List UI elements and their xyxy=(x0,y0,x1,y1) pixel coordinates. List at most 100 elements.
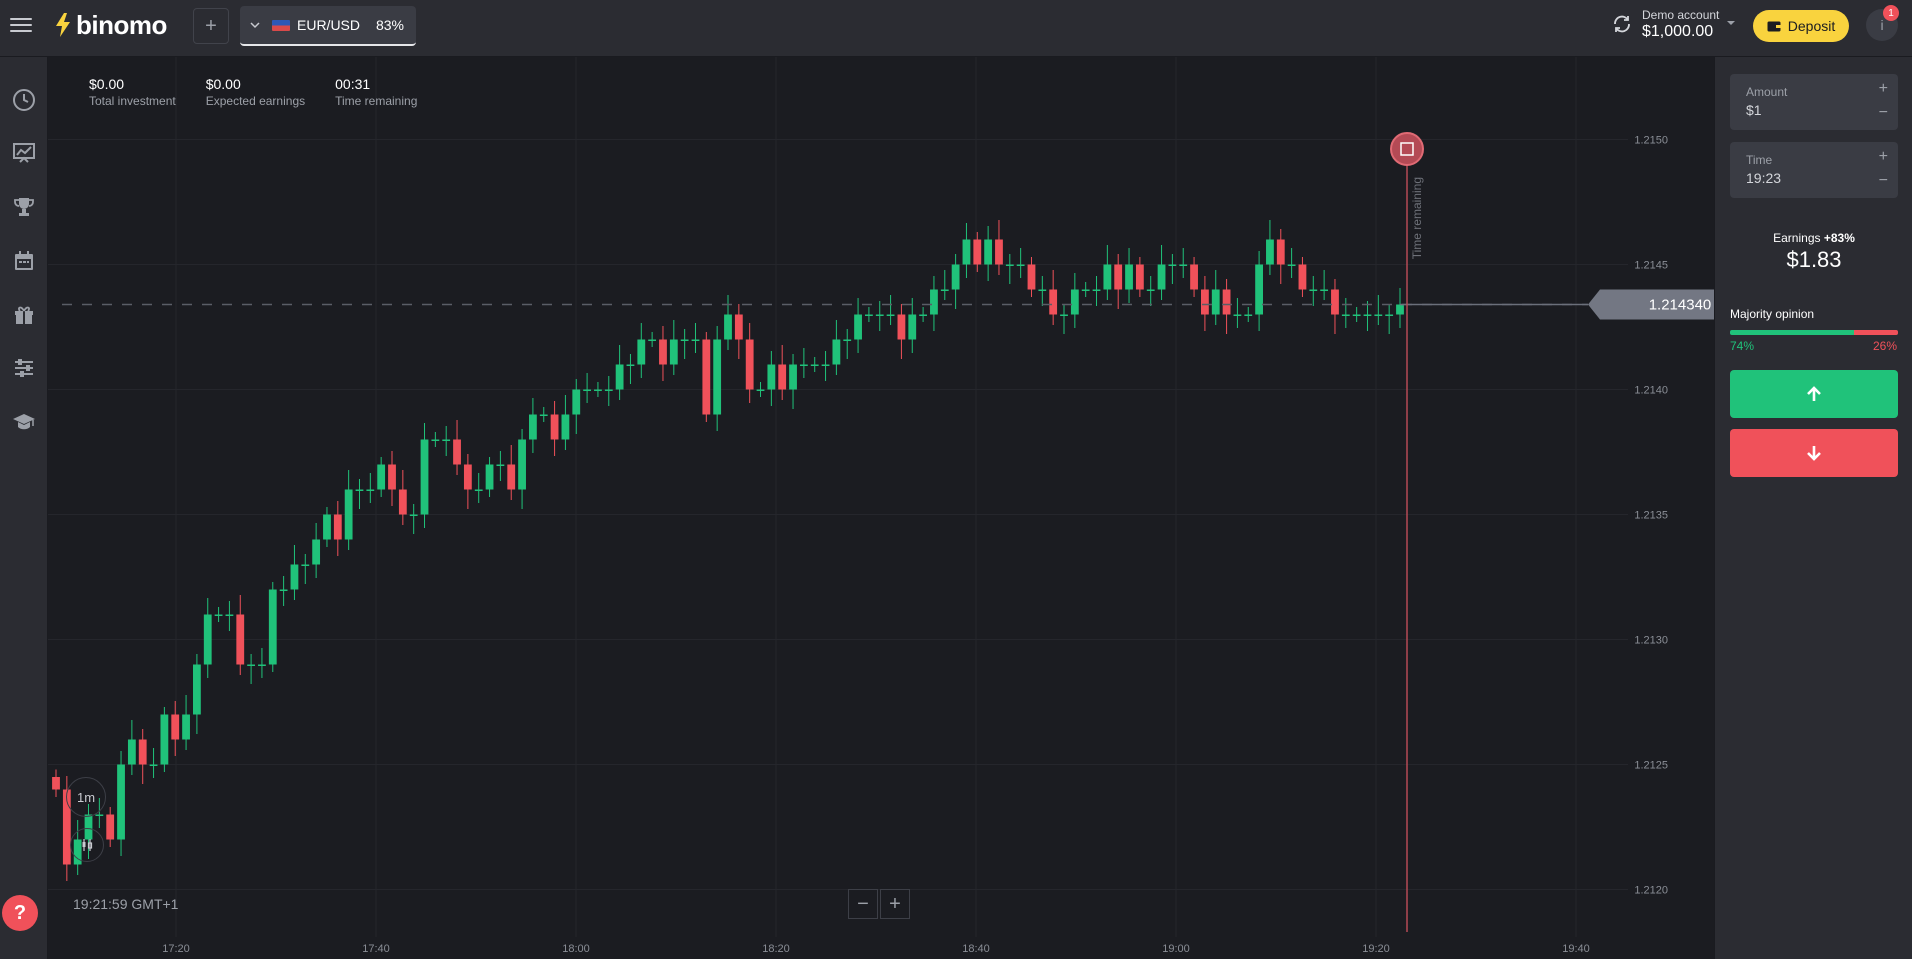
x-tick-label: 19:40 xyxy=(1562,943,1590,955)
candle-body xyxy=(1211,289,1220,315)
candle-body xyxy=(908,314,917,340)
candle-body xyxy=(171,714,180,740)
time-plus-button[interactable]: + xyxy=(1878,148,1888,165)
candle-body xyxy=(95,814,104,816)
stat-value: $0.00 xyxy=(89,76,125,92)
candle-body xyxy=(312,539,321,565)
candle-body xyxy=(626,364,635,366)
candle-body xyxy=(463,464,472,490)
earnings-percent: +83% xyxy=(1823,231,1855,245)
chevron-down-icon[interactable] xyxy=(1726,18,1736,28)
candle-body xyxy=(1060,314,1068,316)
timeframe-button[interactable]: 1m xyxy=(66,777,106,817)
deposit-label: Deposit xyxy=(1787,18,1836,34)
menu-icon[interactable] xyxy=(10,14,32,36)
zoom-out-button[interactable]: − xyxy=(848,889,878,919)
add-asset-tab-button[interactable]: + xyxy=(193,8,229,44)
candle-body xyxy=(474,489,483,491)
candle-body xyxy=(745,339,754,390)
refresh-icon[interactable] xyxy=(1610,12,1634,36)
help-button[interactable]: ? xyxy=(2,895,38,931)
candle-body xyxy=(583,389,591,391)
candle-body xyxy=(561,414,570,440)
amount-minus-button[interactable]: − xyxy=(1878,104,1888,121)
candle-body xyxy=(756,389,765,391)
logo[interactable]: binomo xyxy=(54,10,167,40)
indicators-button[interactable] xyxy=(70,828,104,862)
y-tick-label: 1.2135 xyxy=(1634,510,1668,522)
asset-payout: 83% xyxy=(375,17,404,33)
candle-body xyxy=(485,464,494,490)
candle-body xyxy=(1168,264,1177,266)
candle-body xyxy=(1244,314,1253,316)
candle-body xyxy=(680,339,689,341)
candle-body xyxy=(713,339,722,415)
candle-body xyxy=(62,789,71,865)
stat-label: Time remaining xyxy=(335,94,418,108)
calendar-icon[interactable] xyxy=(8,245,40,277)
candle-body xyxy=(149,764,158,766)
x-tick-label: 17:40 xyxy=(362,943,390,955)
candle-body xyxy=(1298,264,1307,290)
majority-up-percent: 74% xyxy=(1730,339,1755,353)
bolt-icon xyxy=(56,13,70,37)
finish-flag-icon xyxy=(1400,142,1414,156)
candle-body xyxy=(1114,264,1123,290)
candle-body xyxy=(832,339,841,365)
candle-body xyxy=(1352,314,1361,316)
sliders-icon[interactable] xyxy=(8,352,40,384)
candle-body xyxy=(377,464,386,490)
candle-body xyxy=(52,777,60,790)
time-value[interactable]: 19:23 xyxy=(1746,170,1782,186)
candle-body xyxy=(1385,314,1394,316)
chart-icon[interactable] xyxy=(8,137,40,169)
zoom-in-button[interactable]: + xyxy=(880,889,910,919)
candle-body xyxy=(854,314,862,340)
candle-body xyxy=(1266,239,1274,265)
asset-tab-eur-usd[interactable]: EUR/USD 83% xyxy=(240,6,416,46)
gift-icon[interactable] xyxy=(8,299,40,331)
candle-body xyxy=(919,314,927,316)
candle-body xyxy=(84,814,93,840)
candle-body xyxy=(333,514,342,540)
time-minus-button[interactable]: − xyxy=(1878,172,1888,189)
trade-stats: $0.00 Total investment $0.00 Expected ea… xyxy=(89,76,417,108)
candle-body xyxy=(615,364,624,390)
candle-body xyxy=(193,664,201,715)
candle-body xyxy=(1081,289,1090,291)
trophy-icon[interactable] xyxy=(8,191,40,223)
candle-body xyxy=(366,489,375,491)
trade-down-button[interactable] xyxy=(1730,429,1898,477)
deposit-button[interactable]: Deposit xyxy=(1753,10,1849,42)
amount-plus-button[interactable]: + xyxy=(1878,80,1888,97)
stat-label: Total investment xyxy=(89,94,176,108)
candle-body xyxy=(106,814,115,840)
amount-value[interactable]: $1 xyxy=(1746,102,1762,118)
graduation-cap-icon[interactable] xyxy=(8,406,40,438)
candle-body xyxy=(1233,314,1242,316)
account-balance: $1,000.00 xyxy=(1642,23,1714,40)
candle-body xyxy=(388,464,396,490)
candle-body xyxy=(940,289,949,291)
candle-body xyxy=(1005,264,1014,266)
candle-body xyxy=(1287,264,1296,266)
y-tick-label: 1.2145 xyxy=(1634,260,1668,272)
candle-body xyxy=(1135,264,1144,290)
candle-body xyxy=(843,339,852,341)
arrow-down-icon xyxy=(1807,446,1821,461)
stat-time-remaining: 00:31 Time remaining xyxy=(335,76,417,108)
chevron-down-icon[interactable] xyxy=(250,20,260,30)
trade-panel: Amount $1 + − Time 19:23 + − Earnings +8… xyxy=(1714,57,1912,959)
majority-down-percent: 26% xyxy=(1872,339,1897,353)
candle-body xyxy=(1103,264,1112,290)
candle-body xyxy=(442,439,451,441)
candle-body xyxy=(268,589,277,665)
amount-field[interactable]: Amount $1 + − xyxy=(1730,74,1898,130)
clock-icon[interactable] xyxy=(8,84,40,116)
time-field[interactable]: Time 19:23 + − xyxy=(1730,142,1898,198)
account-switcher[interactable]: Demo account $1,000.00 xyxy=(1642,8,1719,41)
price-chart[interactable]: 1.2150 1.2145 1.2140 1.2135 1.2130 1.2125 1.21… xyxy=(48,57,1714,959)
trade-up-button[interactable] xyxy=(1730,370,1898,418)
candle-body xyxy=(767,364,776,390)
candle-body xyxy=(550,414,559,440)
